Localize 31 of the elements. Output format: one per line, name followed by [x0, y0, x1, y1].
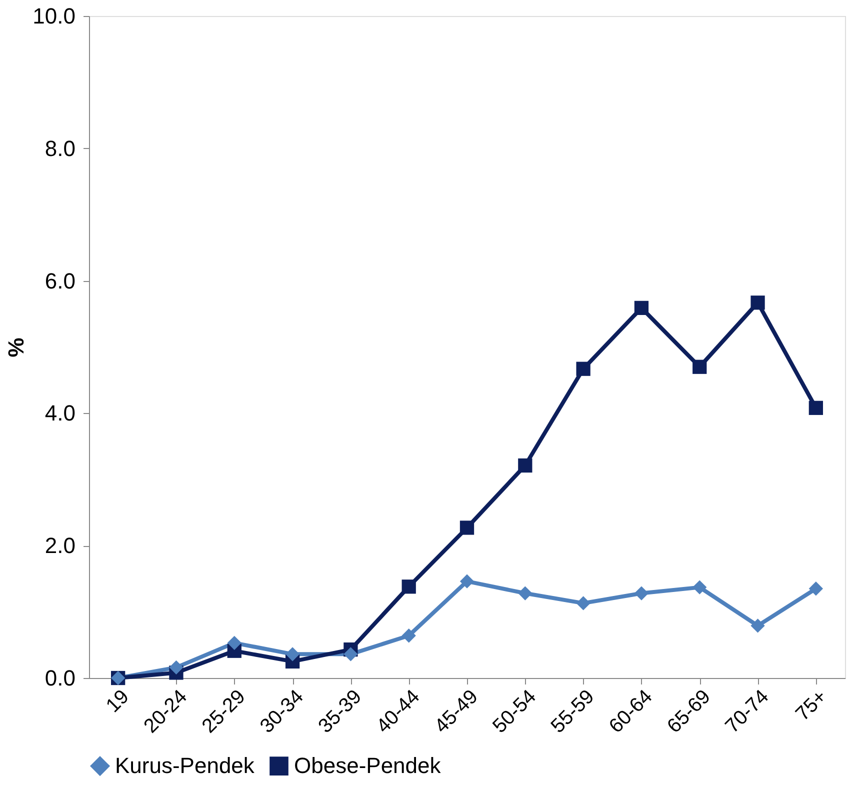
- point: [634, 586, 649, 600]
- y-tick-label: 0.0: [44, 666, 76, 690]
- y-axis-title: %: [4, 338, 29, 358]
- legend-label: Kurus-Pendek: [115, 753, 256, 778]
- legend-label: Obese-Pendek: [294, 753, 442, 778]
- y-tick-label: 10.0: [32, 4, 76, 28]
- point: [402, 580, 416, 594]
- point: [808, 400, 823, 415]
- point: [518, 458, 532, 473]
- point: [402, 628, 416, 643]
- point: [750, 618, 765, 633]
- x-tick-label: 19: [102, 686, 134, 718]
- point: [692, 360, 707, 374]
- y-tick-label: 8.0: [44, 136, 76, 161]
- y-tick-label: 6.0: [44, 268, 76, 294]
- point: [576, 362, 590, 376]
- point: [285, 647, 300, 662]
- y-tick-label: 4.0: [44, 400, 76, 426]
- point: [460, 574, 474, 588]
- point: [460, 520, 474, 535]
- point: [344, 647, 358, 662]
- point: [750, 296, 765, 310]
- point: [634, 300, 649, 316]
- point: [576, 596, 590, 610]
- point: [692, 580, 707, 594]
- point: [808, 582, 823, 596]
- point: [169, 660, 184, 674]
- y-tick-label: 2.0: [44, 533, 76, 558]
- x-tick-label: 75+: [792, 686, 832, 726]
- point: [518, 586, 532, 600]
- point: [227, 636, 242, 650]
